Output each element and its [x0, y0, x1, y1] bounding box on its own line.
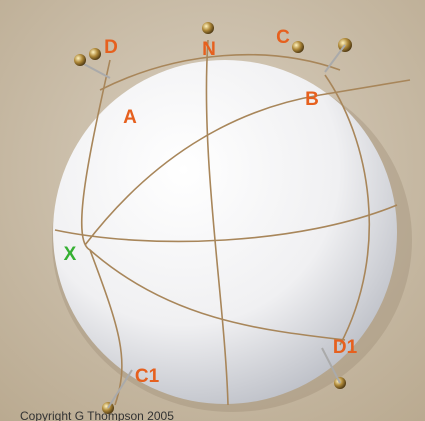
photo: D N C A B X D1 C1 Copyright G Thompson 2… — [0, 0, 425, 421]
page: D N C A B X D1 C1 Copyright G Thompson 2… — [0, 0, 425, 421]
point-label: B — [305, 89, 319, 110]
point-label: C — [276, 27, 290, 48]
point-label: C1 — [135, 366, 160, 387]
point-label: X — [64, 244, 77, 265]
point-label: N — [202, 39, 216, 60]
copyright: Copyright G Thompson 2005 — [20, 409, 174, 421]
point-label: D — [104, 37, 118, 58]
point-label: A — [123, 107, 137, 128]
point-label: D1 — [333, 337, 358, 358]
